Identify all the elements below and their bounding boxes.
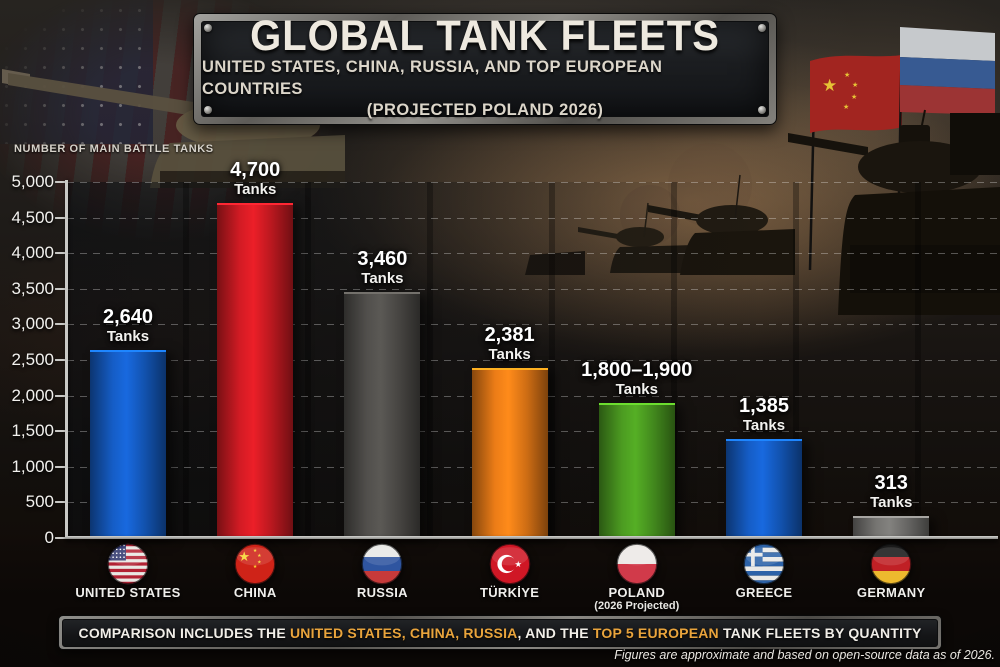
gr-flag-icon	[743, 543, 785, 585]
pl-flag-icon	[615, 543, 658, 585]
banner-text-segment: , AND THE	[517, 624, 593, 641]
de-flag-icon	[870, 543, 913, 585]
source-note: Figures are approximate and based on ope…	[614, 648, 995, 662]
screw-icon	[758, 24, 766, 32]
chart-subtitle-line1: UNITED STATES, CHINA, RUSSIA, AND TOP EU…	[202, 57, 663, 98]
country-label-germany: GERMANY	[856, 585, 926, 600]
screw-icon	[758, 106, 766, 114]
chart-subtitle-line2: (PROJECTED POLAND 2026)	[366, 101, 604, 120]
comparison-banner-text: COMPARISON INCLUDES THE UNITED STATES, C…	[61, 618, 939, 647]
comparison-banner: COMPARISON INCLUDES THE UNITED STATES, C…	[58, 615, 942, 650]
screw-icon	[204, 106, 212, 114]
banner-text-segment: COMPARISON INCLUDES THE	[78, 624, 290, 641]
title-plaque: GLOBAL TANK FLEETS UNITED STATES, CHINA,…	[193, 13, 777, 125]
banner-highlight-text: UNITED STATES, CHINA, RUSSIA	[289, 624, 518, 641]
chart-title: GLOBAL TANK FLEETS	[250, 12, 720, 60]
banner-text-segment: TANK FLEETS BY QUANTITY	[718, 624, 922, 641]
banner-highlight-text: TOP 5 EUROPEAN	[592, 624, 719, 641]
cn-flag-icon: ★★★★★	[234, 543, 277, 585]
tr-flag-icon: ★	[488, 543, 531, 585]
screw-icon	[204, 24, 212, 32]
ru-flag-icon	[361, 543, 404, 585]
country-note-poland: (2026 Projected)	[594, 600, 680, 612]
title-plaque-panel: GLOBAL TANK FLEETS UNITED STATES, CHINA,…	[201, 14, 769, 119]
us-flag-icon	[107, 543, 149, 585]
